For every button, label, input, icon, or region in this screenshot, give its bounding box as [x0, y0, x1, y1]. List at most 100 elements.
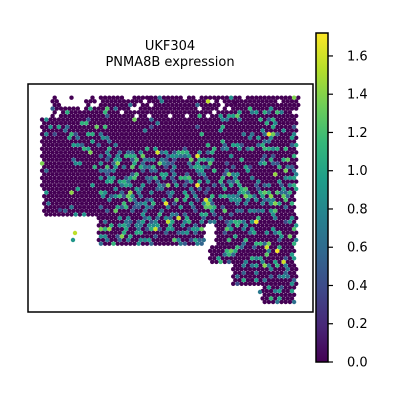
spot	[233, 139, 238, 144]
spot	[277, 208, 282, 213]
spot	[94, 146, 99, 151]
spot	[245, 175, 251, 181]
spot	[291, 299, 297, 305]
spot	[58, 128, 64, 133]
spot	[252, 128, 257, 133]
spot	[105, 155, 111, 161]
spot	[90, 175, 95, 181]
spot	[279, 95, 284, 100]
spot	[273, 296, 278, 301]
spot	[149, 197, 154, 203]
spot	[39, 175, 45, 181]
spot	[222, 194, 227, 199]
spot	[115, 205, 120, 210]
spot	[136, 205, 141, 210]
spot	[54, 194, 59, 199]
spot	[159, 208, 164, 213]
spot	[258, 95, 263, 100]
spot	[105, 150, 110, 155]
spot	[277, 121, 282, 126]
spot	[268, 208, 274, 213]
spot	[266, 102, 272, 108]
spot	[84, 150, 89, 155]
spot	[287, 226, 293, 232]
spot	[279, 183, 284, 188]
spot	[231, 142, 236, 148]
spot	[235, 267, 240, 272]
spot	[109, 106, 114, 111]
spot	[193, 194, 198, 199]
spot	[86, 175, 91, 181]
spot	[52, 205, 57, 210]
spot	[237, 124, 242, 130]
spot	[42, 201, 47, 206]
spot	[69, 124, 74, 130]
spot	[273, 223, 278, 228]
spot	[220, 153, 225, 159]
spot	[117, 194, 123, 199]
spot	[285, 223, 290, 228]
spot	[39, 168, 45, 173]
spot	[247, 274, 253, 279]
spot	[178, 117, 183, 122]
spot	[273, 237, 278, 243]
spot	[94, 124, 99, 130]
spot	[193, 121, 198, 126]
spot	[161, 183, 167, 188]
spot	[159, 164, 164, 170]
spot	[153, 190, 158, 195]
spot	[184, 223, 190, 228]
spot	[128, 117, 133, 122]
spot	[294, 215, 299, 221]
spot	[285, 135, 290, 140]
spot	[88, 150, 93, 155]
spot	[214, 186, 219, 192]
spot	[258, 219, 263, 224]
spot	[207, 175, 213, 181]
spot	[165, 212, 171, 217]
spot	[260, 172, 265, 177]
spot	[249, 190, 255, 195]
spot	[237, 197, 242, 203]
spot	[144, 197, 150, 203]
spot	[119, 205, 125, 210]
spot	[256, 230, 261, 235]
spot	[71, 179, 76, 184]
spot	[54, 186, 59, 192]
spot	[201, 142, 206, 148]
spot	[79, 150, 85, 155]
spot	[172, 194, 177, 199]
spot	[56, 212, 62, 217]
spot	[54, 157, 59, 162]
spot	[174, 102, 179, 108]
spot	[67, 142, 72, 148]
spot	[277, 281, 282, 286]
spot	[44, 117, 49, 122]
spot	[245, 132, 251, 137]
spot	[262, 153, 267, 159]
spot	[218, 121, 223, 126]
spot	[159, 106, 164, 111]
spot	[71, 194, 76, 199]
spot	[128, 161, 133, 166]
spot	[243, 259, 248, 265]
spot	[203, 197, 209, 203]
spot	[199, 197, 204, 203]
spot	[241, 183, 246, 188]
spot	[119, 117, 125, 122]
spot	[262, 278, 267, 283]
spot	[170, 175, 175, 181]
spot	[172, 99, 177, 104]
spot	[235, 274, 240, 279]
spot	[239, 164, 244, 170]
spot	[203, 95, 209, 100]
spot	[264, 230, 269, 235]
spot	[264, 237, 269, 243]
spot	[237, 175, 242, 181]
spot	[130, 157, 135, 162]
spot	[69, 205, 74, 210]
spot	[197, 172, 202, 177]
spot	[256, 201, 261, 206]
spot	[144, 168, 150, 173]
spot	[266, 285, 272, 290]
